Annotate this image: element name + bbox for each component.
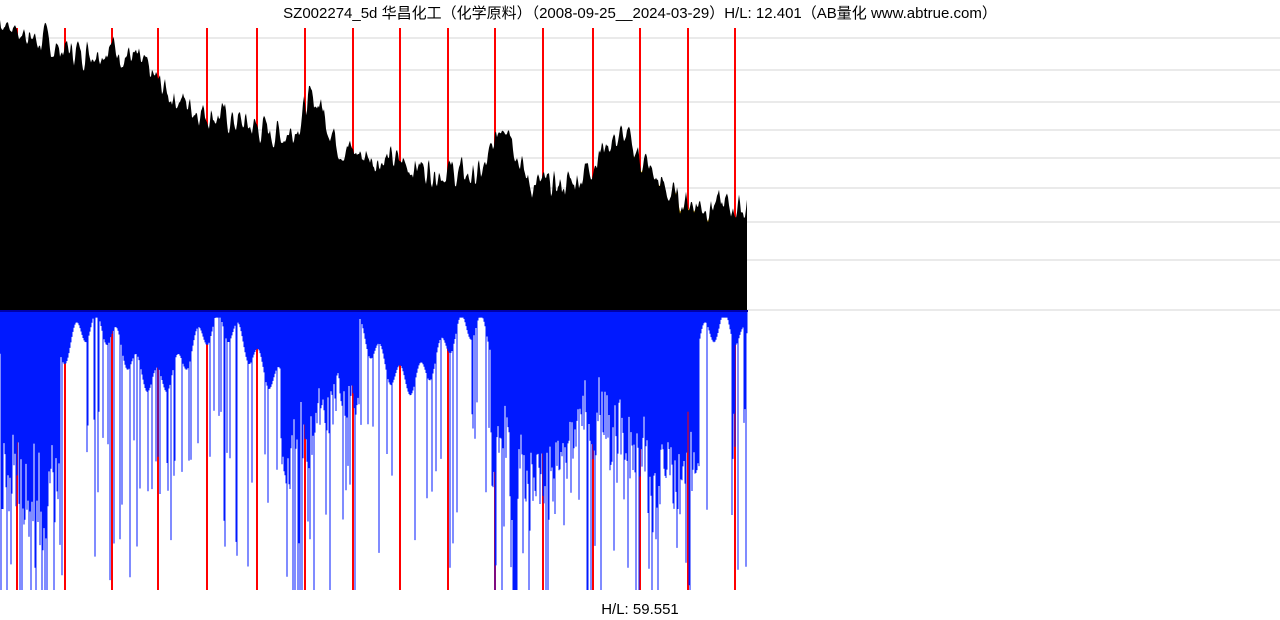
- stock-chart: [0, 0, 1280, 620]
- bottom-ratio-label: H/L: 59.551: [0, 601, 1280, 618]
